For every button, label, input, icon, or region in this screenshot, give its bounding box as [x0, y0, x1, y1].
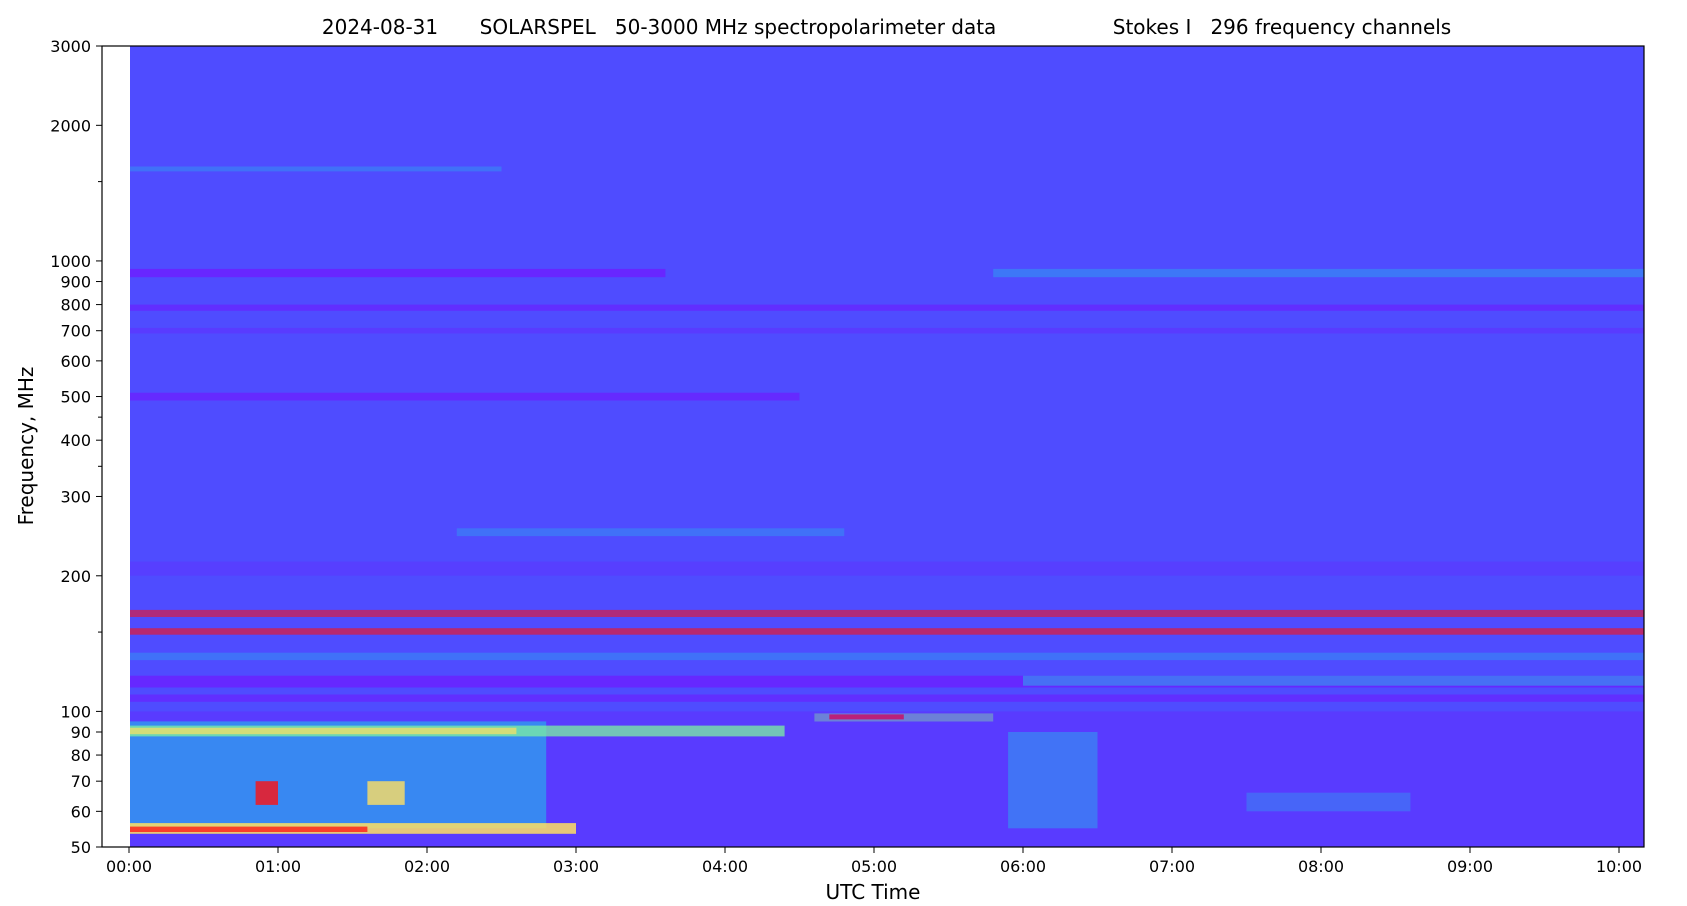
y-tick-label: 90 — [71, 723, 91, 742]
y-tick-label: 500 — [60, 388, 91, 407]
y-tick-label: 600 — [60, 352, 91, 371]
y-tick-label: 900 — [60, 273, 91, 292]
spectrogram-band-22 — [255, 781, 278, 805]
spectrogram-band-15 — [829, 714, 904, 720]
chart-title-stokes: Stokes I 296 frequency channels — [1113, 15, 1451, 39]
y-tick-label: 200 — [60, 567, 91, 586]
spectrogram-bands — [130, 166, 1644, 847]
plot-frame — [101, 45, 1645, 848]
spectrogram-band-9 — [130, 628, 1644, 635]
spectrogram-band-7 — [130, 561, 1644, 576]
x-axis-label: UTC Time — [826, 880, 921, 904]
y-axis-label: Frequency, MHz — [14, 367, 38, 526]
spectrogram-band-11 — [130, 675, 1644, 688]
spectrogram-band-0 — [130, 268, 666, 278]
y-tick-label: 80 — [71, 746, 91, 765]
x-tick-label: 04:00 — [702, 857, 748, 876]
plot-area — [130, 46, 1644, 847]
spectrogram-band-4 — [130, 392, 800, 401]
y-tick-label: 300 — [60, 487, 91, 506]
spectrogram-band-17 — [130, 721, 547, 829]
spectrogram-band-21 — [130, 826, 368, 832]
spectrogram-band-24 — [1008, 732, 1098, 829]
y-axis-ticks: 50 60 70 80 90 100 200 300 400 500 600 700 800 900 100… — [50, 37, 102, 857]
spectrogram-band-3 — [130, 327, 1644, 334]
x-tick-label: 05:00 — [851, 857, 897, 876]
x-tick-label: 09:00 — [1447, 857, 1493, 876]
y-tick-label: 1000 — [50, 252, 91, 271]
y-tick-label: 800 — [60, 296, 91, 315]
y-tick-label: 70 — [71, 772, 91, 791]
spectrogram-band-25 — [1246, 792, 1411, 812]
chart-title-date: 2024-08-31 — [322, 15, 438, 39]
x-axis-ticks: 00:00 01:00 02:00 03:00 04:00 05:00 06:00 07:00… — [106, 847, 1642, 876]
x-tick-label: 02:00 — [404, 857, 450, 876]
spectrogram-band-23 — [367, 781, 405, 805]
spectrogram-band-19 — [130, 727, 517, 735]
spectrogram-band-12 — [1023, 675, 1644, 686]
chart-title-instrument: SOLARSPEL 50-3000 MHz spectropolarimeter… — [480, 15, 997, 39]
x-tick-label: 03:00 — [553, 857, 599, 876]
x-tick-label: 07:00 — [1149, 857, 1195, 876]
x-tick-label: 08:00 — [1298, 857, 1344, 876]
spectrogram-band-6 — [456, 528, 845, 537]
x-tick-label: 00:00 — [106, 857, 152, 876]
y-tick-label: 700 — [60, 322, 91, 341]
y-tick-label: 100 — [60, 702, 91, 721]
y-tick-label: 50 — [71, 838, 91, 857]
x-tick-label: 10:00 — [1596, 857, 1642, 876]
y-tick-label: 60 — [71, 802, 91, 821]
y-tick-label: 400 — [60, 431, 91, 450]
spectrogram-band-8 — [130, 609, 1644, 617]
y-tick-label: 2000 — [50, 116, 91, 135]
spectrogram-band-5 — [130, 166, 502, 172]
y-tick-label: 3000 — [50, 37, 91, 56]
spectrogram-band-1 — [993, 268, 1644, 278]
spectrogram-band-2 — [130, 304, 1644, 311]
spectrogram-band-13 — [130, 694, 1644, 702]
x-tick-label: 06:00 — [1000, 857, 1046, 876]
spectrogram-band-14 — [814, 713, 994, 722]
x-tick-label: 01:00 — [255, 857, 301, 876]
spectrogram-band-10 — [130, 652, 1644, 661]
